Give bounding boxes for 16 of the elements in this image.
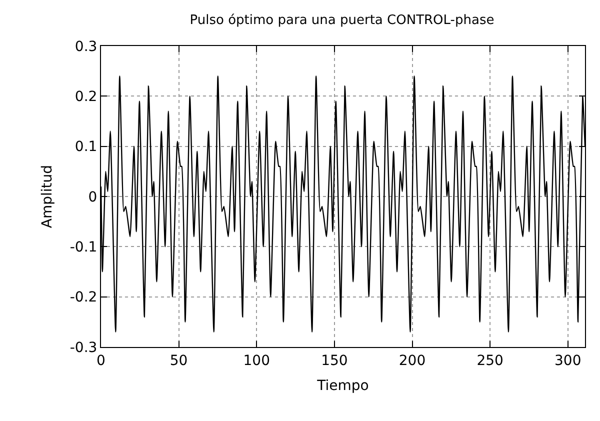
y-tick-label: -0.2 [70,290,98,306]
y-tick-label: 0 [88,189,98,206]
x-tick-label: 250 [476,352,504,369]
x-tick-label: 150 [321,352,348,369]
y-tick-label: 0.3 [74,38,98,55]
y-tick-label: -0.1 [70,240,98,256]
x-tick-label: 50 [170,352,188,369]
y-tick-label: 0.1 [74,139,98,156]
y-tick-label: -0.3 [70,340,98,356]
y-tick-label: 0.2 [74,89,98,106]
x-tick-label: 100 [243,352,270,369]
y-axis-title: Amplitud [39,164,56,228]
x-tick-label: 300 [554,352,582,369]
x-tick-label: 200 [398,352,426,369]
x-axis-title: Tiempo [316,378,369,394]
chart-title: Pulso óptimo para una puerta CONTROL-phase [190,12,494,28]
